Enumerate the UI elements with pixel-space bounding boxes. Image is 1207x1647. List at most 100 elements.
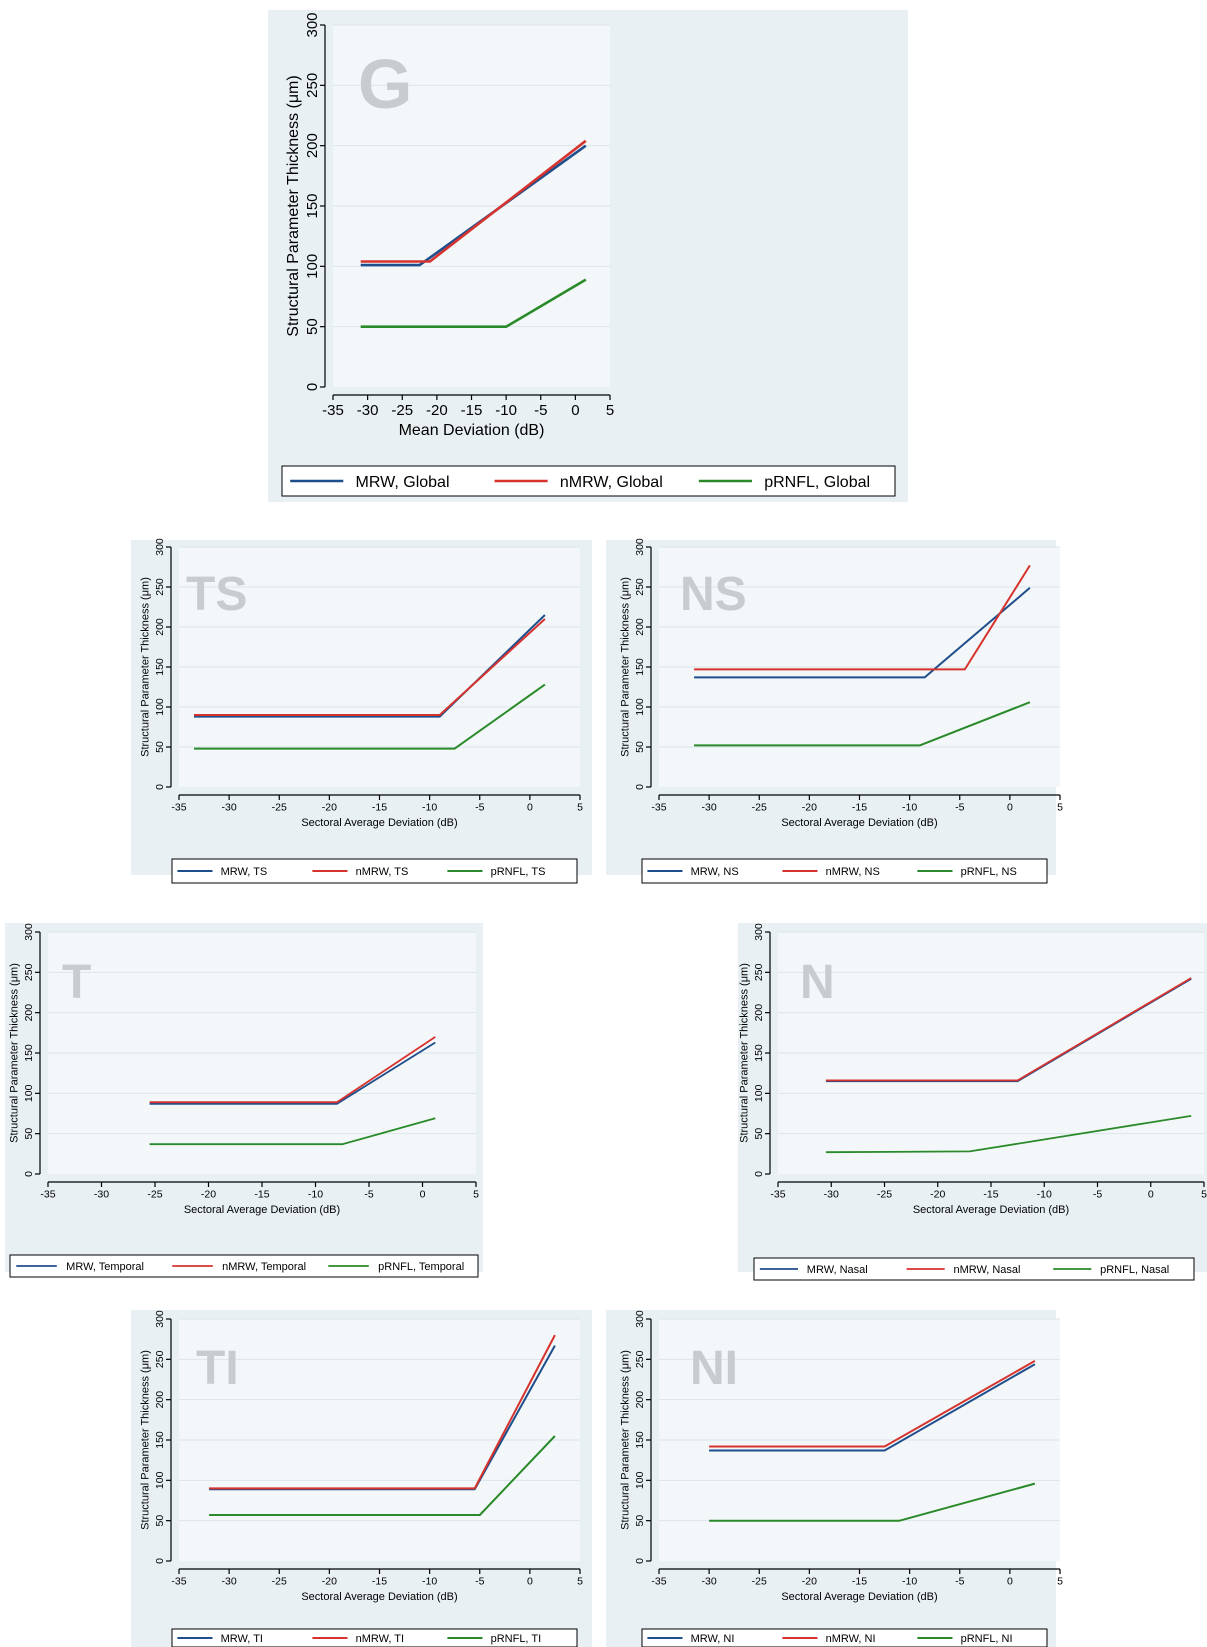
series-line-mrw: [709, 1363, 1036, 1452]
x-tick-label: -20: [322, 1576, 337, 1588]
y-tick-label: 300: [753, 923, 765, 941]
x-tick-label: -10: [308, 1189, 323, 1201]
legend-label: nMRW, Nasal: [953, 1264, 1020, 1276]
y-tick-label: 0: [634, 784, 646, 790]
y-tick-label: 50: [304, 318, 321, 335]
x-tick-label: 0: [1007, 1576, 1013, 1588]
legend-label: nMRW, TI: [356, 1633, 405, 1645]
series-line-prnfl: [209, 1435, 556, 1516]
legend: MRW, Global nMRW, Global pRNFL, Global: [281, 465, 896, 497]
legend: MRW, NS nMRW, NS pRNFL, NS: [641, 858, 1048, 884]
x-tick-label: -10: [902, 1576, 917, 1588]
legend-box: [641, 1628, 1048, 1647]
y-axis-title: Structural Parameter Thickness (μm): [140, 1350, 152, 1530]
legend-label: MRW, NI: [691, 1633, 735, 1645]
x-tick-label: -35: [171, 1576, 186, 1588]
y-tick-label: 100: [634, 1471, 646, 1489]
legend-label: nMRW, Temporal: [222, 1261, 306, 1273]
x-tick-label: 0: [527, 1576, 533, 1588]
chart-panel-g: G 0 50 100 150 200 250 300 -35 -30 -25 -20 -15 -10 -5 0…: [268, 10, 908, 502]
y-tick-label: 200: [23, 1004, 35, 1022]
x-tick-label: 0: [420, 1189, 426, 1201]
x-tick-label: -30: [94, 1189, 109, 1201]
legend-label: pRNFL, Nasal: [1100, 1264, 1169, 1276]
legend-label: nMRW, NS: [826, 866, 880, 878]
x-tick-label: -30: [222, 1576, 237, 1588]
x-tick-label: -30: [702, 802, 717, 814]
x-tick-label: -15: [254, 1189, 269, 1201]
legend-label: pRNFL, TI: [491, 1633, 542, 1645]
legend-label: MRW, Nasal: [807, 1264, 868, 1276]
y-tick-label: 0: [154, 1558, 166, 1564]
legend-label: MRW, Temporal: [66, 1261, 144, 1273]
series-line-mrw: [360, 144, 587, 267]
legend-label: pRNFL, Global: [764, 474, 870, 491]
x-tick-label: 5: [1057, 1576, 1063, 1588]
x-tick-label: -15: [852, 802, 867, 814]
chart-panel-n: N 0 50 100 150 200 250 300 -35 -30 -25 -20 -15 -10 -5 0…: [738, 923, 1207, 1281]
x-tick-label: -20: [426, 402, 448, 419]
panel-letter: G: [358, 45, 412, 123]
y-tick-label: 150: [753, 1044, 765, 1062]
x-tick-label: -15: [372, 1576, 387, 1588]
x-tick-label: 5: [1057, 802, 1063, 814]
y-tick-label: 0: [304, 383, 321, 391]
legend-label: pRNFL, TS: [491, 866, 546, 878]
y-tick-label: 300: [154, 1310, 166, 1328]
y-tick-label: 250: [634, 578, 646, 596]
y-tick-label: 100: [23, 1084, 35, 1102]
y-tick-label: 50: [154, 1515, 166, 1527]
x-axis-title: Sectoral Average Deviation (dB): [184, 1204, 340, 1216]
legend-label: nMRW, Global: [560, 474, 663, 491]
series-line-mrw: [194, 614, 546, 718]
y-tick-label: 300: [154, 538, 166, 556]
legend-label: nMRW, NI: [826, 1633, 876, 1645]
y-tick-label: 300: [634, 1310, 646, 1328]
series-line-mrw: [149, 1041, 436, 1105]
legend-box: [9, 1254, 479, 1278]
x-tick-label: -10: [1037, 1189, 1052, 1201]
legend: MRW, Temporal nMRW, Temporal pRNFL, Tempor…: [9, 1254, 479, 1278]
x-tick-label: -10: [422, 1576, 437, 1588]
x-tick-label: -35: [651, 802, 666, 814]
y-axis-title: Structural Parameter Thickness (μm): [739, 963, 751, 1143]
y-axis-title: Structural Parameter Thickness (μm): [620, 1350, 632, 1530]
x-tick-label: 5: [606, 402, 614, 419]
y-tick-label: 200: [634, 1391, 646, 1409]
legend-label: pRNFL, Temporal: [378, 1261, 464, 1273]
y-tick-label: 250: [304, 73, 321, 98]
y-tick-label: 50: [634, 741, 646, 753]
x-axis-title: Mean Deviation (dB): [399, 422, 545, 439]
x-tick-label: -35: [651, 1576, 666, 1588]
x-tick-label: -5: [364, 1189, 373, 1201]
y-tick-label: 50: [23, 1128, 35, 1140]
legend-box: [753, 1257, 1195, 1281]
x-tick-label: -10: [902, 802, 917, 814]
panel-letter: T: [62, 956, 91, 1009]
x-tick-label: -35: [171, 802, 186, 814]
x-tick-label: -10: [422, 802, 437, 814]
series-line-prnfl: [194, 683, 546, 750]
series-line-prnfl: [360, 278, 587, 329]
series-line-nmrw: [709, 1360, 1036, 1448]
series-line-nmrw: [825, 977, 1192, 1082]
y-tick-label: 150: [154, 658, 166, 676]
legend-label: MRW, NS: [691, 866, 739, 878]
panel-letter: NS: [680, 568, 747, 621]
x-tick-label: -10: [495, 402, 517, 419]
y-tick-label: 50: [154, 741, 166, 753]
series-line-mrw: [694, 587, 1031, 679]
panel-letter: TI: [196, 1342, 239, 1395]
x-axis-title: Sectoral Average Deviation (dB): [781, 1591, 937, 1603]
y-tick-label: 100: [753, 1084, 765, 1102]
y-tick-label: 50: [634, 1515, 646, 1527]
legend: MRW, Nasal nMRW, Nasal pRNFL, Nasal: [753, 1257, 1195, 1281]
series-line-prnfl: [709, 1482, 1036, 1522]
x-tick-label: -20: [201, 1189, 216, 1201]
x-tick-label: -25: [752, 1576, 767, 1588]
x-tick-label: 5: [473, 1189, 479, 1201]
x-axis-title: Sectoral Average Deviation (dB): [301, 817, 457, 829]
x-tick-label: -35: [40, 1189, 55, 1201]
